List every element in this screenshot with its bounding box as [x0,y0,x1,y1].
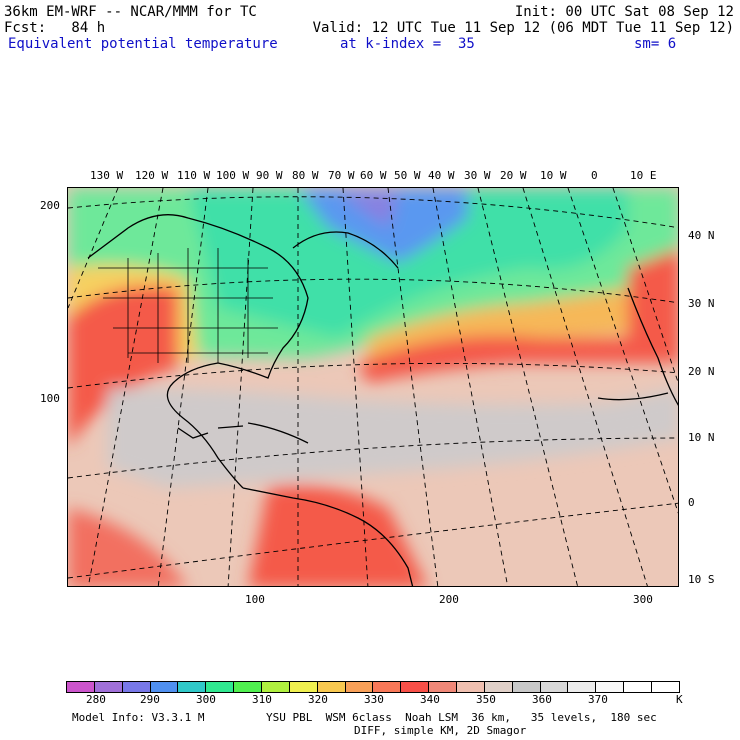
color-scale-label: 340 [420,693,440,706]
field-coldest [298,188,468,263]
color-scale-label: 300 [196,693,216,706]
latitude-label: 30 N [688,297,715,310]
longitude-label: 10 W [540,169,567,182]
color-scale-label: 320 [308,693,328,706]
longitude-label: 50 W [394,169,421,182]
longitude-label: 70 W [328,169,355,182]
color-swatch [262,682,290,692]
physics-info: YSU PBL WSM 6class Noah LSM 36 km, 35 le… [266,711,657,724]
longitude-label: 120 W [135,169,169,182]
color-swatch [624,682,653,692]
field-coldest-purple [338,193,398,228]
color-swatch [206,682,235,692]
grid-label-x-100: 100 [245,593,265,606]
color-swatch [540,682,569,692]
color-swatch [568,682,597,692]
color-swatch [178,682,207,692]
field-red-west [68,286,178,448]
field-red-south-america [248,485,427,586]
latitude-label: 10 N [688,431,715,444]
color-scale-label: 290 [140,693,160,706]
color-scale-label: 370 [588,693,608,706]
model-info: Model Info: V3.3.1 M [72,711,205,724]
color-swatch [345,682,374,692]
color-swatch [512,682,541,692]
grid-label-x-300: 300 [633,593,653,606]
smoothing-info: sm= 6 [634,36,677,52]
color-swatch [289,682,318,692]
state-borders [98,248,278,363]
coastlines [87,214,678,586]
color-swatch [234,682,263,692]
longitude-label: 80 W [292,169,319,182]
color-swatch [373,682,402,692]
color-scale-label: 330 [364,693,384,706]
color-swatch [150,682,179,692]
theta-e-map [67,187,679,587]
diffusion-info: DIFF, simple KM, 2D Smagor [354,724,527,737]
longitude-label: 100 W [216,169,250,182]
color-scale-label: 350 [476,693,496,706]
color-swatch [484,682,513,692]
field-red-southwest [68,508,187,586]
latitude-label: 20 N [688,365,715,378]
latitude-label: 40 N [688,229,715,242]
forecast-hour: Fcst: 84 h [4,20,106,36]
grid-label-x-200: 200 [439,593,459,606]
map-svg [68,188,678,586]
field-red-africa [628,248,678,352]
longitude-label: 0 [591,169,598,182]
color-scale-units: K [676,693,683,706]
color-swatch [401,682,430,692]
color-scale-label: 310 [252,693,272,706]
latitude-label: 0 [688,496,695,509]
valid-time: Valid: 12 UTC Tue 11 Sep 12 (06 MDT Tue … [312,20,734,36]
latitude-label: 10 S [688,573,715,586]
color-swatch [457,682,485,692]
level-info: at k-index = 35 [340,36,475,52]
color-swatch [596,682,625,692]
graticule [68,188,678,586]
color-swatch [67,682,95,692]
color-scale [66,681,680,693]
longitude-label: 40 W [428,169,455,182]
longitude-label: 110 W [177,169,211,182]
field-name: Equivalent potential temperature [8,36,278,52]
longitude-label: 130 W [90,169,124,182]
color-swatch [317,682,346,692]
longitude-label: 90 W [256,169,283,182]
model-title: 36km EM-WRF -- NCAR/MMM for TC [4,4,257,20]
color-swatch [122,682,151,692]
color-swatch [429,682,458,692]
color-scale-label: 360 [532,693,552,706]
color-swatch [94,682,123,692]
field-gray-belt [108,388,678,488]
longitude-label: 10 E [630,169,657,182]
longitude-label: 60 W [360,169,387,182]
color-swatch [652,682,679,692]
grid-label-y-100: 100 [40,392,60,405]
grid-label-y-200: 200 [40,199,60,212]
longitude-label: 20 W [500,169,527,182]
init-time: Init: 00 UTC Sat 08 Sep 12 [514,4,734,20]
field-red-band [358,335,678,383]
color-scale-label: 280 [86,693,106,706]
longitude-label: 30 W [464,169,491,182]
